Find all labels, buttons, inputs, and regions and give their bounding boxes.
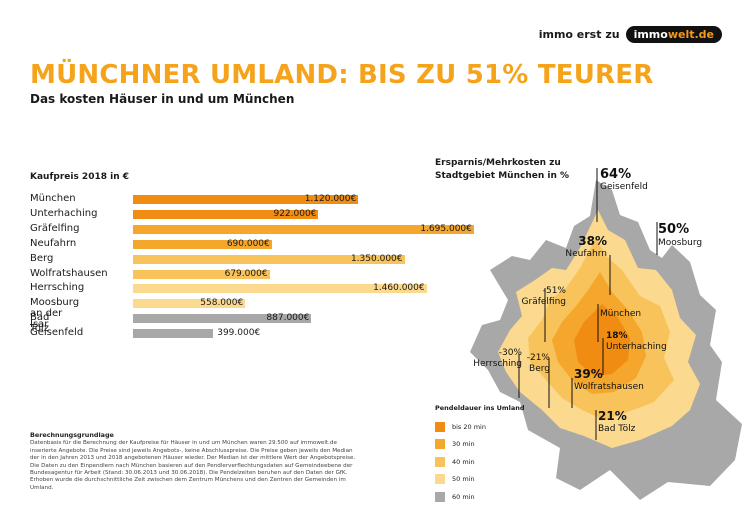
zone-30 <box>552 272 646 394</box>
bar <box>133 284 427 294</box>
logo-part2: welt.de <box>667 28 714 41</box>
bar <box>133 239 272 249</box>
zone-40 <box>528 238 674 420</box>
category-label: Moosburg an der Isar <box>30 297 80 331</box>
map-name-graefelfing: Gräfelfing <box>522 297 566 307</box>
category-label: Geisenfeld <box>30 327 84 339</box>
map-name-badtoelz: Bad Tölz <box>598 424 636 434</box>
map-pct-badtoelz: 21% <box>598 409 627 423</box>
map-name-herrsching: Herrsching <box>473 359 522 369</box>
map-pct-geisenfeld: 64% <box>600 167 631 182</box>
bar <box>133 299 246 309</box>
map-name-wolfratshausen: Wolfratshausen <box>574 382 644 392</box>
map-title-line2: Stadtgebiet München in % <box>435 171 570 181</box>
bar <box>133 224 474 234</box>
category-label: Neufahrn <box>30 237 77 249</box>
zone-20 <box>574 304 630 376</box>
legend-label: 40 min <box>452 457 475 466</box>
map-pct-neufahrn: 38% <box>578 234 607 248</box>
map-title-line1: Ersparnis/Mehrkosten zu <box>435 158 561 168</box>
map-name-muenchen: München <box>600 309 641 319</box>
legend-title: Pendeldauer ins Umland <box>435 404 525 412</box>
legend-swatch <box>435 456 445 467</box>
category-label: Gräfelfing <box>30 222 80 234</box>
legend-label: bis 20 min <box>452 422 486 431</box>
legend-item: 40 min <box>435 453 525 471</box>
map-pct-graefelfing: -51% <box>543 286 567 296</box>
legend-item: bis 20 min <box>435 418 525 436</box>
value-label: 1.460.000€ <box>373 283 425 294</box>
category-label: München <box>30 193 76 204</box>
value-label: 679.000€ <box>224 268 268 279</box>
map-leader-lines <box>518 168 658 440</box>
value-label: 1.695.000€ <box>420 223 472 234</box>
map-name-moosburg: Moosburg <box>658 238 702 248</box>
category-label: Unterhaching <box>30 207 98 219</box>
bar <box>133 329 214 339</box>
bar <box>133 209 319 219</box>
category-label: Bad Tölz <box>30 312 50 335</box>
value-label: 690.000€ <box>226 238 270 249</box>
logo-part1: immo <box>633 28 668 41</box>
legend-swatch <box>435 474 445 485</box>
brand: immo erst zu immowelt.de <box>539 26 722 43</box>
map-name-geisenfeld: Geisenfeld <box>600 182 648 192</box>
legend-item: 50 min <box>435 471 525 489</box>
value-label: 887.000€ <box>266 313 310 324</box>
chart-title: Kaufpreis 2018 in € <box>30 172 129 182</box>
bar <box>133 195 359 204</box>
legend-item: 60 min <box>435 488 525 506</box>
legend-swatch <box>435 491 445 502</box>
map-name-berg: Berg <box>529 364 550 374</box>
map-name-unterhaching: Unterhaching <box>606 342 667 352</box>
legend-swatch <box>435 421 445 432</box>
zone-50 <box>498 210 700 448</box>
legend-items: bis 20 min 30 min 40 min 50 min 60 min <box>435 418 525 506</box>
notes-text: Datenbasis für die Berechnung der Kaufpr… <box>30 440 356 491</box>
method-notes: Berechnungsgrundlage Datenbasis für die … <box>30 431 360 492</box>
category-label: Berg <box>30 252 54 264</box>
map-pct-unterhaching: 18% <box>606 331 628 341</box>
notes-title: Berechnungsgrundlage <box>30 431 114 439</box>
bar <box>133 254 405 264</box>
map-pct-moosburg: 50% <box>658 222 689 237</box>
value-label: 399.000€ <box>217 328 261 339</box>
map-name-neufahrn: Neufahrn <box>565 249 607 259</box>
brand-text: immo erst zu <box>538 28 620 41</box>
category-label: Wolfratshausen <box>30 267 108 279</box>
value-label: 1.120.000€ <box>304 194 357 204</box>
value-label: 922.000€ <box>273 208 317 219</box>
bar <box>133 269 270 279</box>
map-pct-wolfratshausen: 39% <box>574 367 603 381</box>
map-labels: 64% Geisenfeld 50% Moosburg 38% Neufahrn… <box>473 167 702 434</box>
legend-label: 60 min <box>452 492 475 501</box>
category-label: Herrsching <box>30 282 85 294</box>
bar <box>133 314 312 324</box>
legend-swatch <box>435 439 445 450</box>
value-label: 558.000€ <box>200 298 244 309</box>
immowelt-logo[interactable]: immowelt.de <box>625 26 722 43</box>
legend-item: 30 min <box>435 436 525 454</box>
page-subtitle: Das kosten Häuser in und um München <box>30 92 295 106</box>
legend: Pendeldauer ins Umland bis 20 min 30 min 4… <box>435 404 525 506</box>
map-pct-herrsching: -30% <box>499 348 523 358</box>
map-title: Ersparnis/Mehrkosten zu Stadtgebiet Münc… <box>435 157 575 183</box>
map-pct-berg: -21% <box>527 353 551 363</box>
page-title: MÜNCHNER UMLAND: BIS ZU 51% TEURER <box>30 60 654 90</box>
value-label: 1.350.000€ <box>350 253 403 264</box>
legend-label: 30 min <box>452 440 475 449</box>
legend-label: 50 min <box>452 475 475 484</box>
